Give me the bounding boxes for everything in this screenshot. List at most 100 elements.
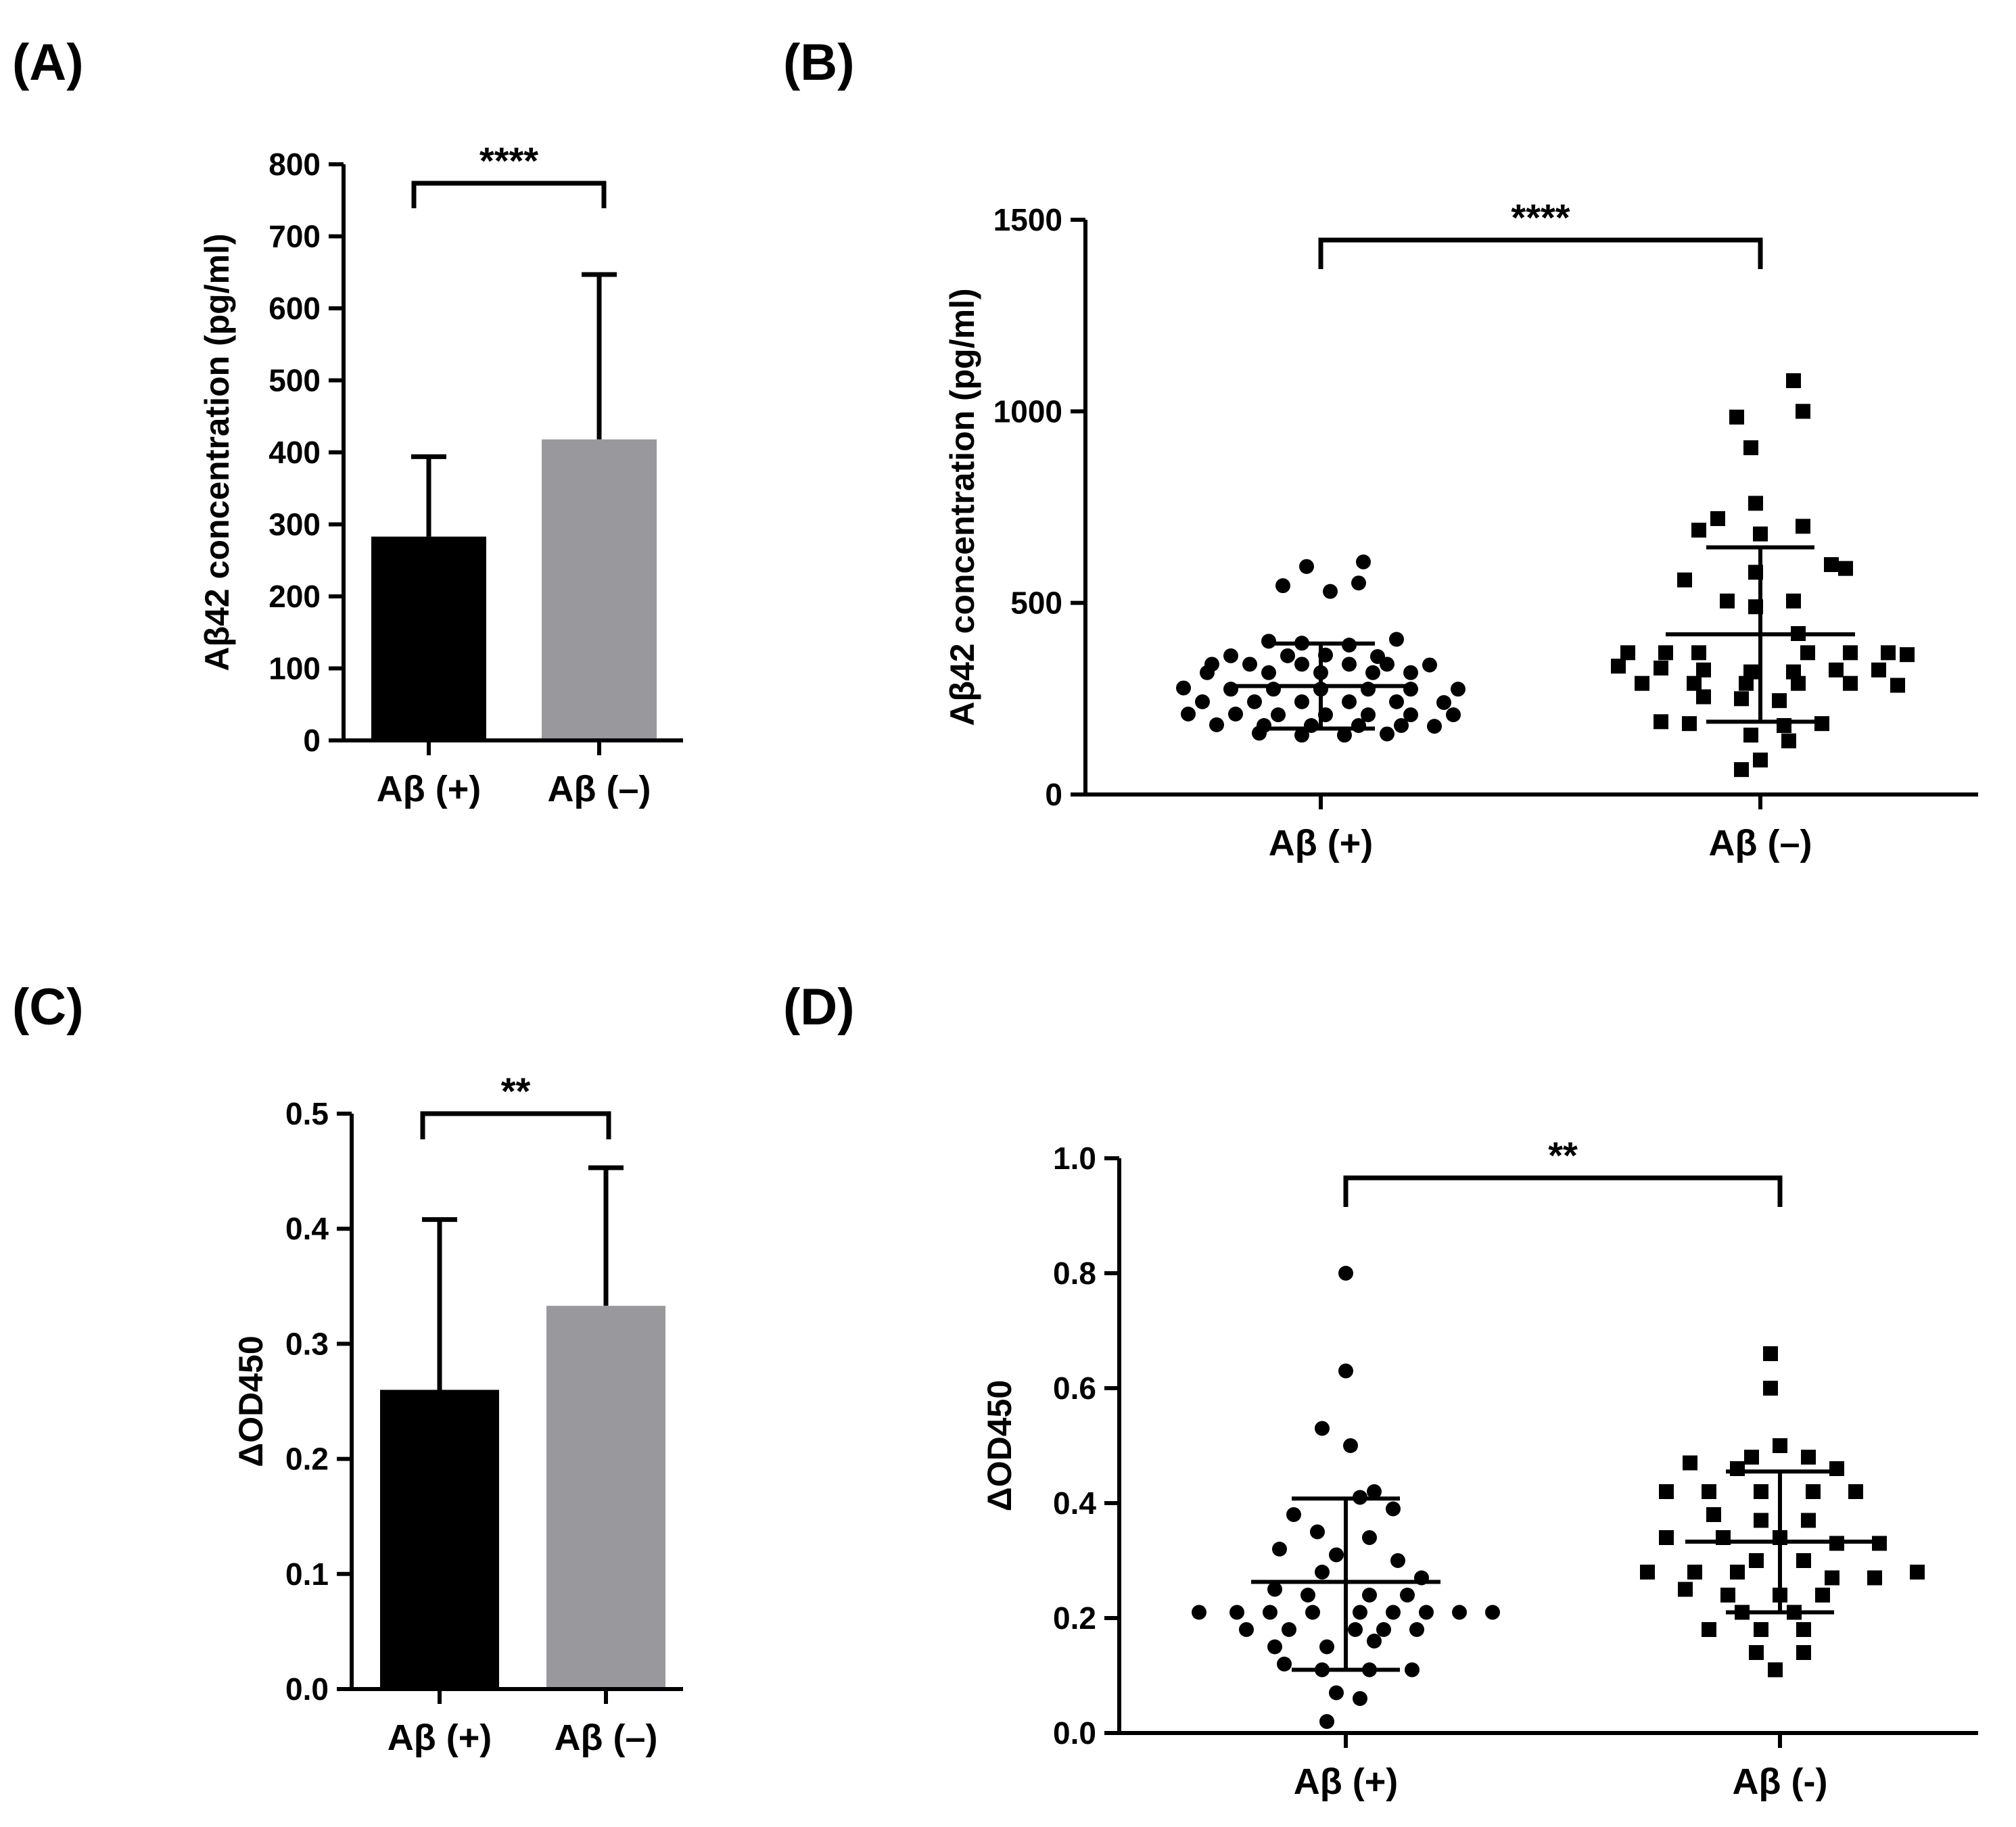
data-point bbox=[1843, 645, 1858, 661]
data-point bbox=[1386, 1605, 1401, 1620]
data-point bbox=[1315, 1421, 1330, 1436]
data-point bbox=[1749, 1553, 1764, 1568]
data-point bbox=[1824, 557, 1839, 572]
x-category-label: Aβ (–) bbox=[548, 769, 651, 809]
data-point bbox=[1376, 1622, 1391, 1637]
data-point bbox=[1261, 665, 1276, 680]
x-category-label: Aβ (+) bbox=[1294, 1761, 1398, 1802]
data-point bbox=[1367, 1484, 1382, 1499]
data-point bbox=[1743, 440, 1758, 456]
data-point bbox=[1843, 675, 1858, 691]
data-point bbox=[1280, 648, 1295, 663]
data-point bbox=[1763, 1346, 1778, 1361]
data-point bbox=[1838, 561, 1853, 576]
data-point bbox=[1261, 634, 1276, 649]
data-point bbox=[1337, 728, 1352, 743]
y-tick-label: 400 bbox=[268, 435, 321, 470]
data-point bbox=[1409, 1622, 1424, 1637]
significance-label: **** bbox=[1511, 196, 1570, 239]
data-point bbox=[1405, 1662, 1420, 1678]
data-point bbox=[1743, 728, 1758, 743]
y-tick-label: 1500 bbox=[993, 202, 1062, 237]
data-point bbox=[1848, 1484, 1863, 1499]
data-point bbox=[1319, 1639, 1334, 1655]
significance-bracket bbox=[1343, 1175, 1783, 1207]
data-point bbox=[1192, 1605, 1206, 1620]
data-point bbox=[1266, 682, 1281, 697]
data-point bbox=[1900, 647, 1915, 663]
y-tick-label: 0.1 bbox=[285, 1557, 329, 1592]
data-point bbox=[1181, 707, 1196, 721]
y-tick-label: 0.4 bbox=[285, 1211, 329, 1246]
data-point bbox=[1294, 694, 1309, 709]
data-point bbox=[1743, 664, 1758, 680]
data-point bbox=[1786, 664, 1801, 680]
significance-label: **** bbox=[479, 139, 538, 182]
data-point bbox=[1452, 1605, 1467, 1620]
y-tick-label: 1.0 bbox=[1053, 1141, 1096, 1176]
data-point bbox=[1348, 1622, 1363, 1637]
y-tick-label: 500 bbox=[1010, 586, 1062, 621]
data-point bbox=[1300, 1588, 1315, 1603]
data-point bbox=[1380, 657, 1394, 672]
y-tick-label: 0.8 bbox=[1053, 1256, 1096, 1291]
data-point bbox=[1691, 523, 1706, 538]
data-point bbox=[1356, 554, 1371, 570]
data-point bbox=[1242, 657, 1257, 672]
data-point bbox=[1351, 718, 1366, 733]
y-tick-label: 0.0 bbox=[285, 1671, 329, 1707]
data-point bbox=[1419, 1605, 1434, 1620]
x-category-label: Aβ (-) bbox=[1733, 1761, 1828, 1802]
data-point bbox=[1342, 657, 1357, 672]
y-tick-label: 100 bbox=[268, 651, 321, 686]
data-point bbox=[1654, 714, 1668, 730]
data-point bbox=[1427, 719, 1442, 734]
data-point bbox=[1394, 718, 1409, 733]
data-point bbox=[1263, 1605, 1277, 1620]
data-point bbox=[1239, 1622, 1254, 1637]
significance-bracket bbox=[1318, 237, 1763, 269]
data-point bbox=[1367, 1634, 1382, 1648]
y-tick-label: 200 bbox=[268, 579, 321, 614]
data-point bbox=[1881, 645, 1896, 661]
data-point bbox=[1310, 1524, 1325, 1540]
y-tick-label: 0 bbox=[1045, 777, 1062, 812]
data-point bbox=[1403, 682, 1418, 697]
significance-label: ** bbox=[1548, 1134, 1578, 1177]
data-point bbox=[1389, 694, 1404, 709]
bar bbox=[546, 1306, 665, 1689]
data-point bbox=[1223, 682, 1238, 697]
data-point bbox=[1890, 678, 1905, 693]
bar bbox=[380, 1390, 499, 1689]
x-category-label: Aβ (+) bbox=[388, 1717, 492, 1758]
panel-b-label: (B) bbox=[783, 34, 855, 91]
data-point bbox=[1380, 726, 1394, 742]
data-point bbox=[1814, 716, 1829, 732]
data-point bbox=[1786, 373, 1801, 388]
data-point bbox=[1361, 682, 1376, 697]
data-point bbox=[1271, 707, 1286, 723]
data-point bbox=[1319, 1714, 1334, 1729]
data-point bbox=[1338, 1266, 1353, 1281]
y-tick-label: 0.2 bbox=[285, 1442, 329, 1477]
y-tick-label: 700 bbox=[268, 219, 321, 254]
data-point bbox=[1710, 511, 1725, 526]
y-tick-label: 800 bbox=[268, 147, 321, 182]
data-point bbox=[1677, 572, 1692, 588]
y-tick-label: 0.5 bbox=[285, 1096, 329, 1131]
data-point bbox=[1353, 1605, 1367, 1620]
y-tick-label: 0.0 bbox=[1053, 1715, 1096, 1751]
data-point bbox=[1195, 694, 1210, 709]
data-point bbox=[1696, 662, 1711, 678]
data-point bbox=[1696, 689, 1711, 705]
panel-b-scatter-chart: 0 500 1000 1500 Aβ (+) Aβ (–) Aβ42 concentrati… bbox=[943, 196, 1978, 863]
data-point bbox=[1687, 675, 1702, 691]
data-point bbox=[1702, 1622, 1716, 1637]
data-point bbox=[1796, 404, 1810, 419]
y-axis-title: Aβ42 concentration (pg/ml) bbox=[943, 288, 981, 726]
data-point bbox=[1267, 1582, 1282, 1597]
data-point bbox=[1910, 1565, 1925, 1580]
data-point bbox=[1294, 657, 1309, 672]
data-point bbox=[1252, 726, 1267, 741]
data-point bbox=[1796, 1622, 1811, 1637]
